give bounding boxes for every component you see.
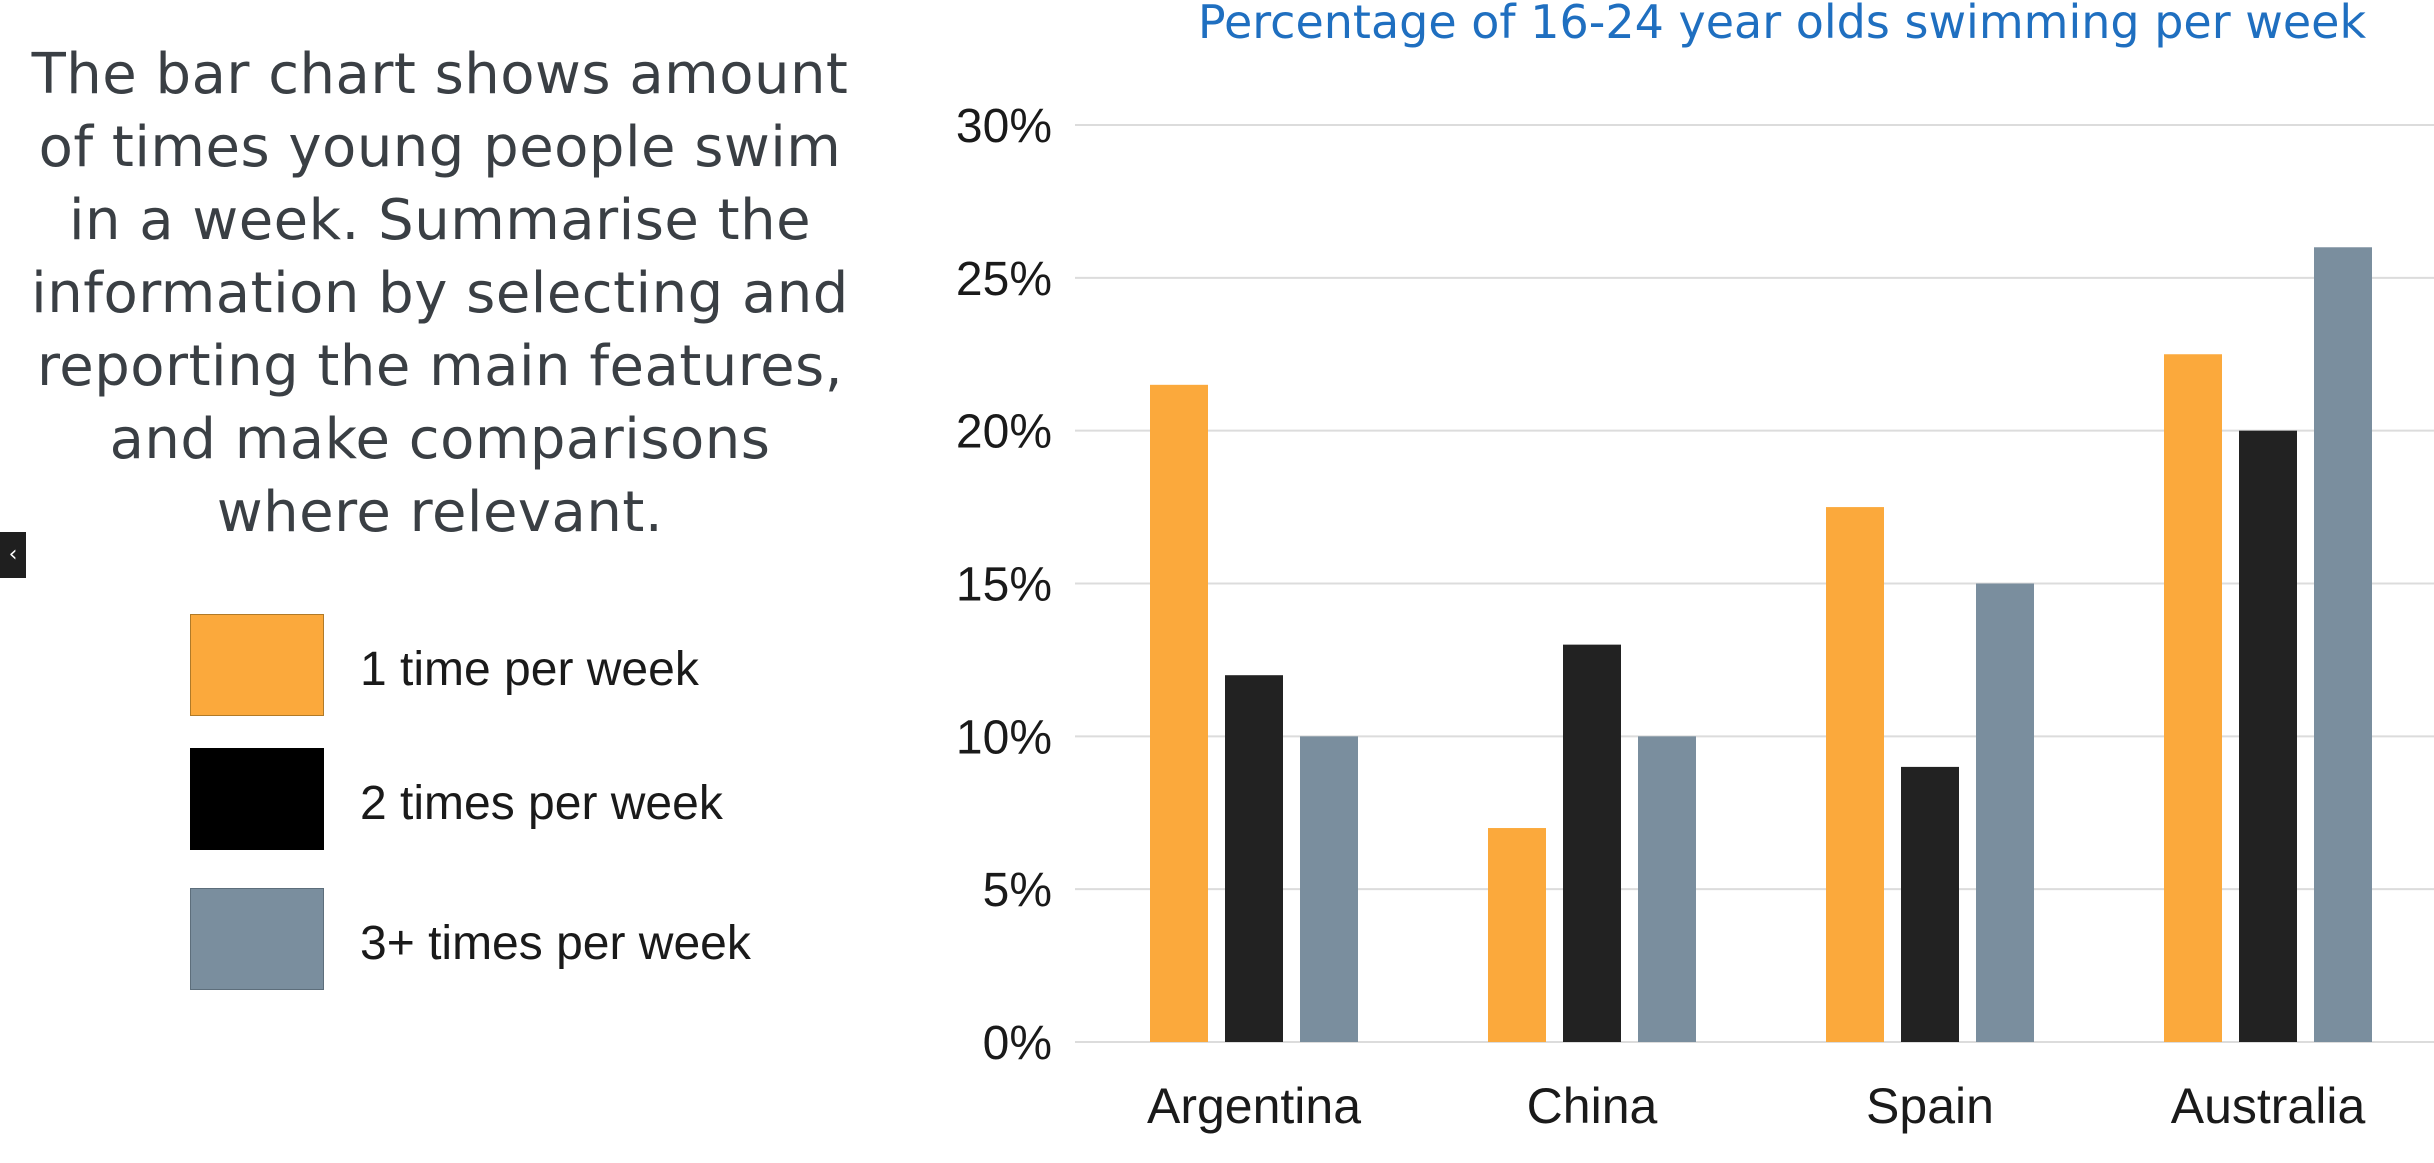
bar-argentina-series-1 [1150,384,1208,1043]
x-category-label: Australia [2171,1078,2366,1134]
y-tick-label: 30% [956,100,1052,153]
legend-label: 1 time per week [360,643,699,696]
task-prompt-line: The bar chart shows amount [31,42,849,107]
task-prompt-line: in a week. Summarise the [68,188,812,253]
legend-swatch-gray [190,888,324,990]
legend-label: 2 times per week [360,777,723,830]
y-tick-label: 15% [956,559,1052,612]
task-prompt: The bar chart shows amount of times youn… [0,38,880,549]
y-tick-label: 10% [956,711,1052,764]
task-prompt-line: and make comparisons [109,407,771,472]
bar-spain-series-1 [1826,507,1884,1042]
y-tick-label: 25% [956,253,1052,306]
legend-swatch-black [190,748,324,850]
bar-china-series-2 [1563,644,1621,1042]
y-tick-label: 20% [956,406,1052,459]
x-category-label: China [1527,1078,1658,1134]
task-prompt-line: of times young people swim [38,115,842,180]
legend-swatch-orange [190,614,324,716]
y-tick-label: 5% [983,864,1052,917]
x-axis-labels: Argentina China Spain Australia [1147,1078,2365,1134]
x-category-label: Argentina [1147,1078,1361,1134]
bar-australia-series-1 [2164,354,2222,1042]
legend-label: 3+ times per week [360,917,751,970]
bar-china-series-3 [1638,736,1696,1042]
bar-argentina-series-3 [1300,736,1358,1042]
task-prompt-line: reporting the main features, [36,334,843,399]
bar-australia-series-2 [2239,430,2297,1043]
task-prompt-line: where relevant. [216,480,664,545]
bar-argentina-series-2 [1225,675,1283,1042]
bar-spain-series-3 [1976,583,2034,1042]
x-category-label: Spain [1866,1078,1994,1134]
bar-australia-series-3 [2314,247,2372,1042]
collapse-sidebar-button[interactable]: ‹ [0,532,26,578]
bar-spain-series-2 [1901,766,1959,1042]
bars [1150,247,2372,1043]
chart-title: Percentage of 16-24 year olds swimming p… [1198,0,2367,49]
bar-china-series-1 [1488,828,1546,1042]
chevron-left-icon: ‹ [8,542,18,567]
task-prompt-line: information by selecting and [31,261,849,326]
y-tick-label: 0% [983,1017,1052,1070]
y-axis-ticks: 0% 5% 10% 15% 20% 25% 30% [956,100,1052,1070]
